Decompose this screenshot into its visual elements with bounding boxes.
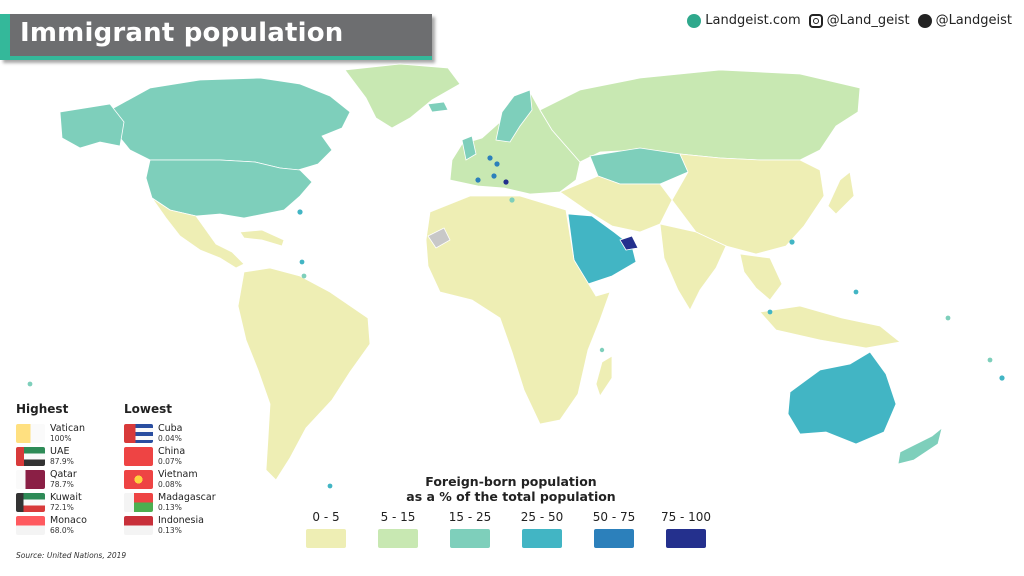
lowest-ranking: Lowest Cuba 0.04% China 0.07% Vietnam 0.… [124, 402, 216, 537]
region-southeast-asia [739, 253, 783, 301]
cuba-flag-icon [124, 424, 153, 443]
region-africa [425, 195, 611, 425]
globe-icon [687, 13, 702, 28]
legend-bin: 15 - 25 [449, 510, 491, 548]
dot-island [327, 483, 333, 489]
region-greenland [344, 63, 461, 129]
vatican-flag-icon [16, 424, 45, 443]
title-banner: Immigrant population [0, 14, 432, 60]
legend-bin: 5 - 15 [378, 510, 418, 548]
dot-microstate [494, 161, 500, 167]
region-south-asia [659, 223, 727, 311]
region-usa [145, 159, 313, 219]
instagram-link[interactable]: @Land_geist [808, 13, 910, 28]
region-new-zealand [897, 426, 943, 465]
region-no-data [427, 227, 451, 249]
qatar-flag-icon [16, 470, 45, 489]
list-item: China 0.07% [124, 445, 216, 468]
legend-swatch [666, 529, 706, 548]
dot-island [987, 357, 993, 363]
dot-island [299, 259, 305, 265]
legend-swatch [594, 529, 634, 548]
region-mexico-central-america [151, 197, 245, 269]
source-note: Source: United Nations, 2019 [16, 551, 127, 560]
vietnam-flag-icon [124, 470, 153, 489]
dot-island [945, 315, 951, 321]
list-item: Cuba 0.04% [124, 422, 216, 445]
region-madagascar [595, 355, 613, 397]
region-japan [827, 171, 855, 215]
legend-title: Foreign-born population as a % of the to… [406, 474, 616, 504]
region-scandinavia [495, 89, 533, 143]
dot-microstate [503, 179, 509, 185]
website-link[interactable]: Landgeist.com [687, 13, 801, 28]
region-uae-qatar [619, 235, 639, 251]
dot-island [789, 239, 795, 245]
region-canada [109, 77, 351, 171]
twitter-link[interactable]: @Landgeist [917, 13, 1012, 28]
dot-island [27, 381, 33, 387]
list-item: Qatar 78.7% [16, 468, 87, 491]
region-indonesia [759, 305, 901, 349]
madagascar-flag-icon [124, 493, 153, 512]
china-flag-icon [124, 447, 153, 466]
dot-microstate [475, 177, 481, 183]
instagram-icon [808, 13, 823, 28]
legend-swatch [306, 529, 346, 548]
highest-ranking: Highest Vatican 100% UAE 87.9% Qatar 78.… [16, 402, 87, 537]
dot-island [301, 273, 307, 279]
region-central-asia [559, 175, 673, 233]
twitter-icon [917, 13, 932, 28]
list-item: Vietnam 0.08% [124, 468, 216, 491]
region-caribbean [239, 229, 285, 247]
lowest-heading: Lowest [124, 402, 172, 416]
dot-island [297, 209, 303, 215]
region-russia [539, 69, 861, 163]
legend-swatch [450, 529, 490, 548]
region-east-asia [671, 153, 825, 255]
list-item: Vatican 100% [16, 422, 87, 445]
dot-island [853, 289, 859, 295]
legend: 0 - 5 5 - 15 15 - 25 25 - 50 50 - 75 75 … [306, 510, 711, 548]
twitter-text: @Landgeist [935, 13, 1012, 28]
legend-bin: 0 - 5 [306, 510, 346, 548]
legend-bin: 25 - 50 [521, 510, 563, 548]
list-item: Indonesia 0.13% [124, 514, 216, 537]
dot-island [999, 375, 1005, 381]
region-australia [787, 351, 897, 445]
social-links: Landgeist.com @Land_geist @Landgeist [687, 13, 1012, 28]
list-item: UAE 87.9% [16, 445, 87, 468]
region-south-america [237, 267, 371, 481]
list-item: Kuwait 72.1% [16, 491, 87, 514]
indonesia-flag-icon [124, 516, 153, 535]
list-item: Monaco 68.0% [16, 514, 87, 537]
region-alaska [59, 103, 125, 149]
dot-microstate [509, 197, 515, 203]
legend-swatch [378, 529, 418, 548]
monaco-flag-icon [16, 516, 45, 535]
title-accent [0, 14, 10, 56]
legend-bin: 75 - 100 [661, 510, 711, 548]
highest-heading: Highest [16, 402, 69, 416]
dot-microstate [491, 173, 497, 179]
list-item: Madagascar 0.13% [124, 491, 216, 514]
dot-island [599, 347, 605, 353]
dot-island [767, 309, 773, 315]
legend-bin: 50 - 75 [593, 510, 635, 548]
legend-swatch [522, 529, 562, 548]
kuwait-flag-icon [16, 493, 45, 512]
instagram-text: @Land_geist [826, 13, 910, 28]
website-text: Landgeist.com [705, 13, 801, 28]
dot-microstate [487, 155, 493, 161]
map-title: Immigrant population [20, 18, 344, 48]
uae-flag-icon [16, 447, 45, 466]
region-uk [461, 135, 477, 161]
region-iceland [427, 101, 449, 113]
